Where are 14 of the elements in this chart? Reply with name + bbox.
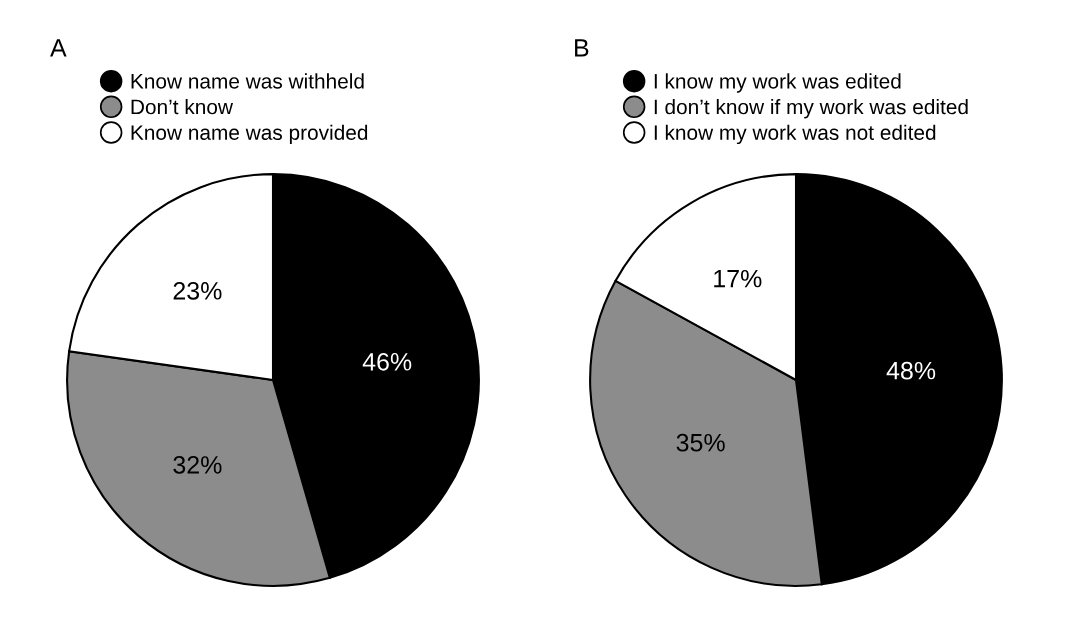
- legend-label: Know name was withheld: [131, 73, 364, 89]
- chart-title: B: [575, 39, 589, 57]
- chart-title: A: [50, 39, 67, 57]
- legend-label: Don’t know: [131, 99, 234, 115]
- legend-label: I know my work was not edited: [654, 124, 936, 145]
- data-label: 17%: [714, 269, 762, 288]
- data-label: 23%: [173, 281, 222, 300]
- legend-label: I don’t know if my work was edited: [654, 99, 968, 119]
- data-label: 32%: [173, 456, 222, 474]
- legend-label: Know name was provided: [131, 124, 368, 145]
- data-label: 35%: [676, 433, 725, 452]
- legend-label: I know my work was edited: [654, 73, 901, 93]
- data-label: 48%: [886, 361, 936, 380]
- data-label: 46%: [362, 352, 412, 371]
